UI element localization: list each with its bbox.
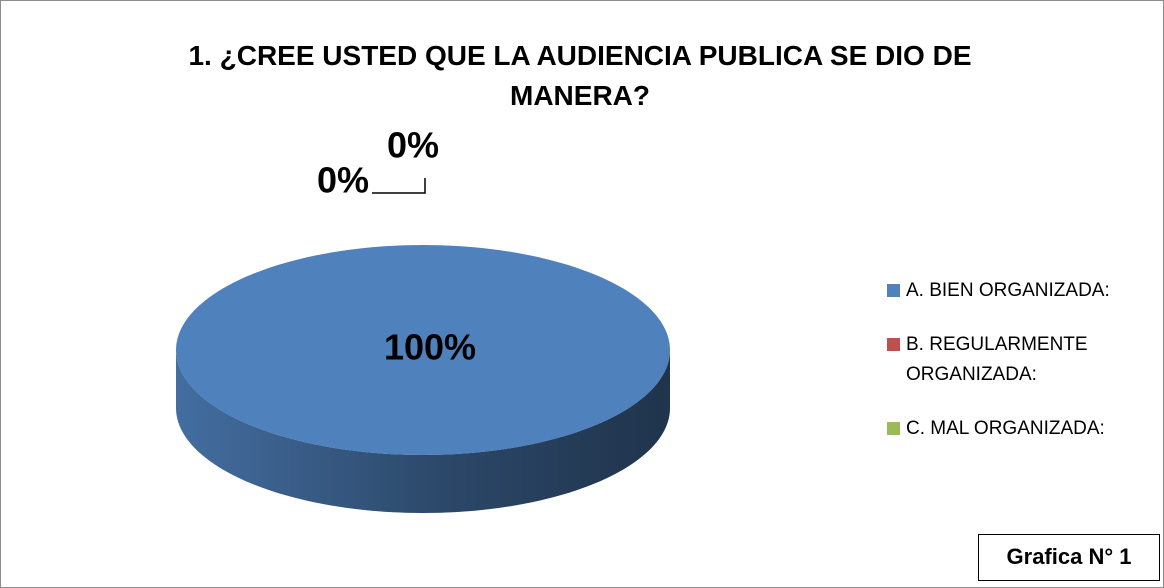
annotation: Grafica N° 1 [978,534,1160,581]
legend-swatch [887,338,900,351]
legend: A. BIEN ORGANIZADA: B. REGULARMENTE ORGAN… [887,276,1157,468]
data-label: 100% [384,327,476,368]
leader-line [372,178,426,194]
data-label: 0% [317,160,369,201]
legend-swatch [887,284,900,297]
data-label: 0% [387,125,439,166]
legend-label: A. BIEN ORGANIZADA: [906,280,1110,301]
legend-label: C. MAL ORGANIZADA: [906,418,1105,439]
chart-title: 1. ¿CREE USTED QUE LA AUDIENCIA PUBLICA … [188,40,972,111]
pie-slice [176,245,670,455]
legend-label: B. REGULARMENTE ORGANIZADA: [906,334,1088,385]
legend-item: A. BIEN ORGANIZADA: [887,276,1157,306]
legend-swatch [887,422,900,435]
pie-side-shade [176,350,670,513]
legend-item: C. MAL ORGANIZADA: [887,414,1157,444]
legend-item: B. REGULARMENTE ORGANIZADA: [887,330,1157,390]
